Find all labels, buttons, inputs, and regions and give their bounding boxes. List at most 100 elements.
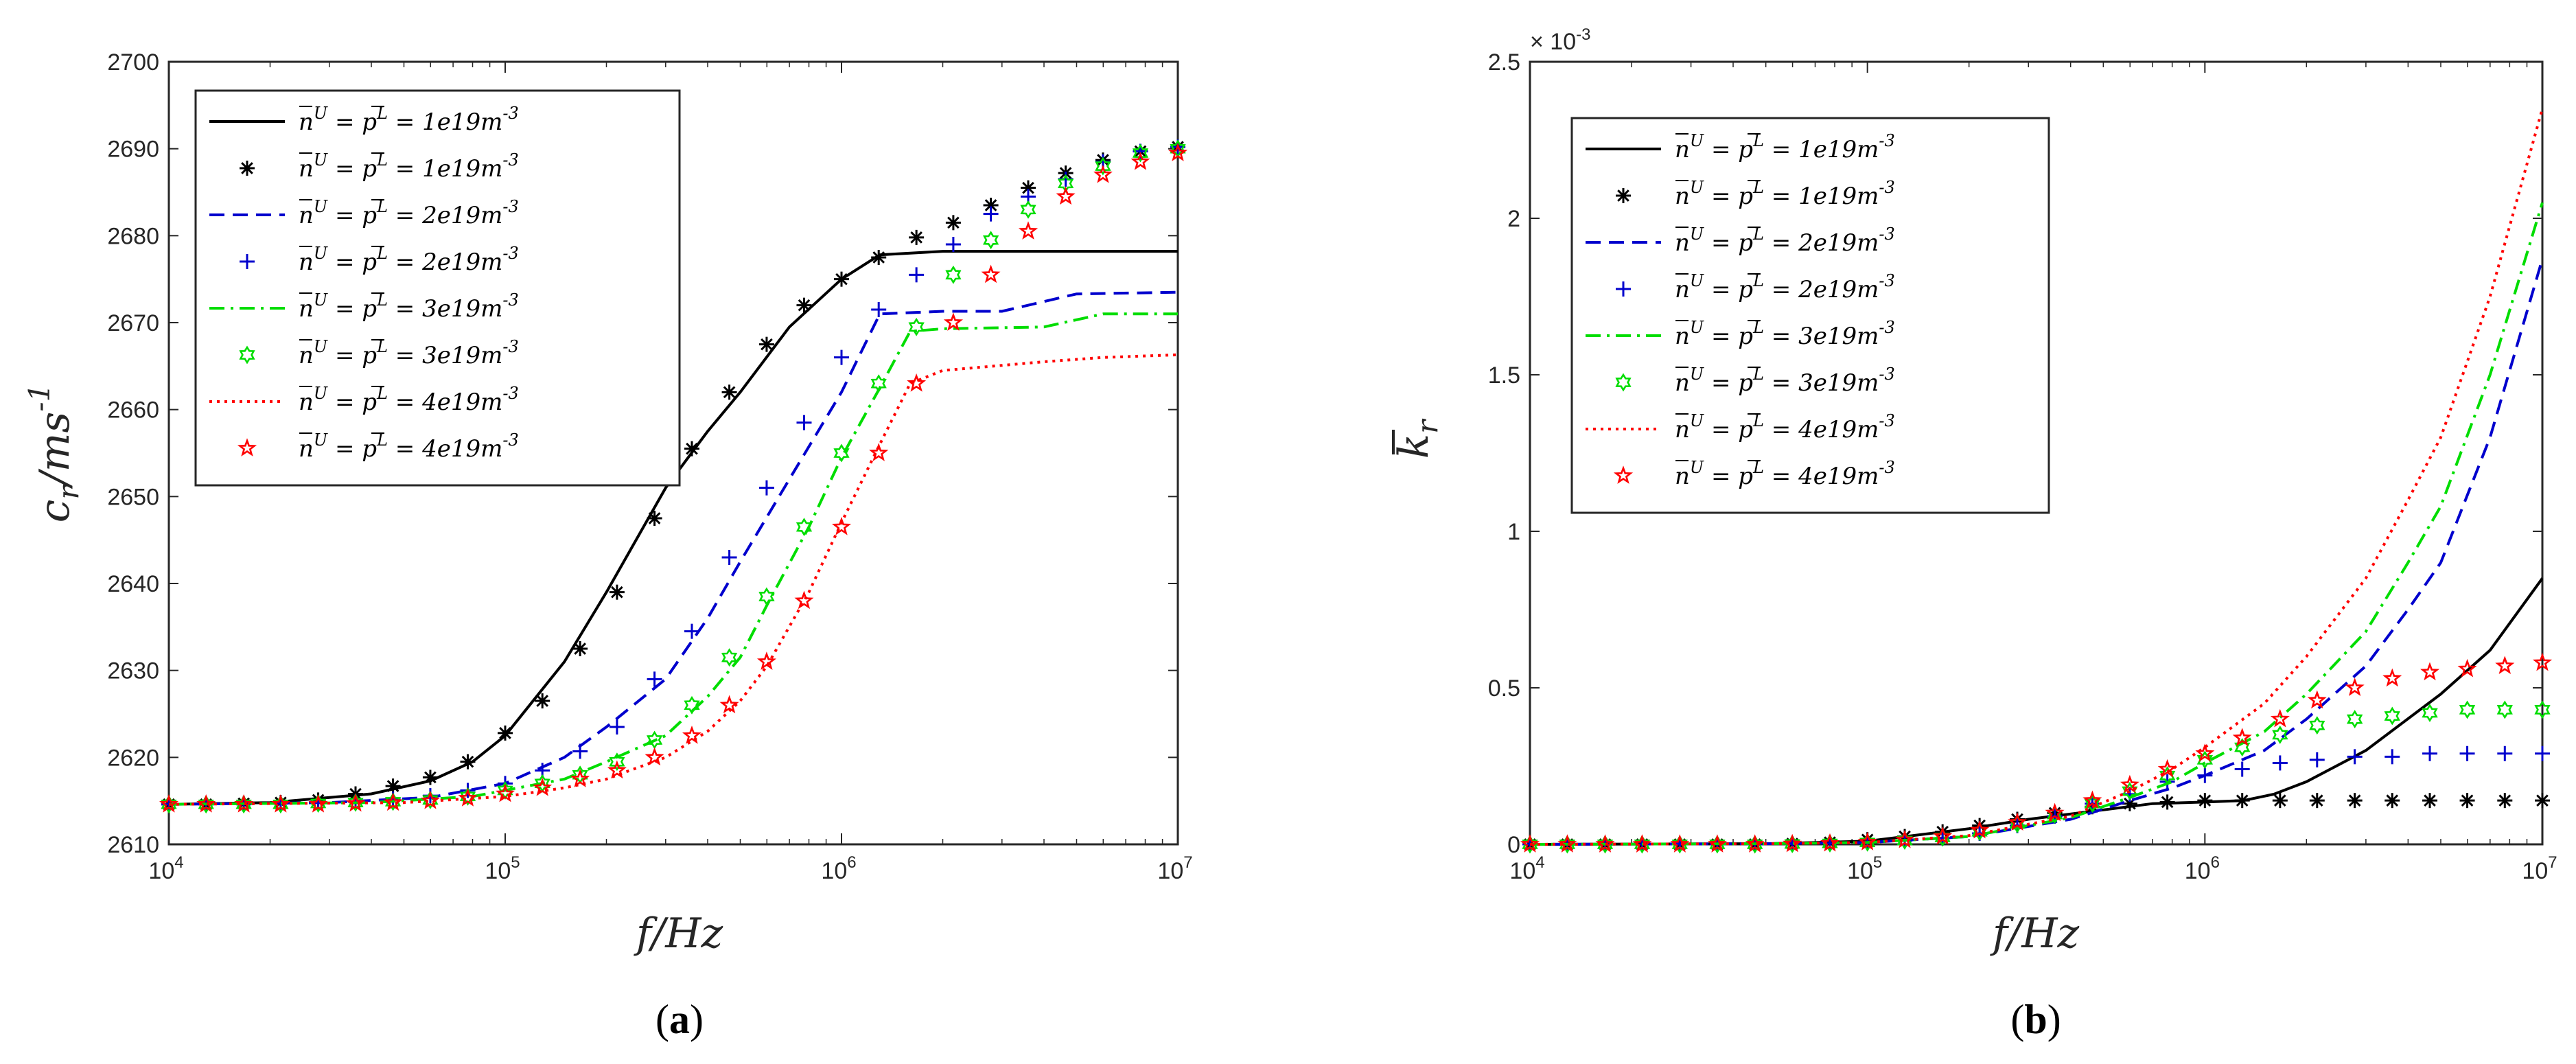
data-point	[684, 695, 700, 715]
data-point	[871, 250, 887, 265]
data-point	[1747, 835, 1763, 854]
legend-entry-0: nU = pL = 1e19m-3	[299, 104, 519, 136]
data-point	[1707, 834, 1727, 853]
data-point	[1559, 835, 1576, 854]
y-multiplier-b: × 10-3	[1530, 25, 1590, 55]
data-point	[422, 770, 438, 785]
data-point	[943, 312, 963, 331]
data-point	[2457, 658, 2477, 678]
data-point	[2532, 652, 2553, 671]
data-point	[2497, 793, 2513, 809]
data-point	[1822, 834, 1838, 853]
data-point	[1520, 834, 1540, 853]
data-point	[2232, 728, 2252, 746]
data-point	[385, 778, 401, 794]
data-point	[647, 671, 662, 687]
legend-a: nU = pL = 1e19m-3 nU = pL = 1e19m-3 nU = p…	[194, 89, 681, 487]
data-point	[609, 584, 625, 600]
svg-text:kr: kr	[1390, 418, 1444, 459]
data-point	[2197, 793, 2213, 809]
data-point	[570, 769, 590, 787]
panel-label-b: (b)	[2010, 997, 2061, 1042]
legend-entry-5: nU = pL = 3e19m-3	[1675, 365, 1895, 397]
data-point	[2045, 802, 2065, 822]
data-point	[270, 794, 290, 813]
legend-entry-7: nU = pL = 4e19m-3	[299, 430, 519, 463]
data-point	[758, 336, 774, 352]
series-markers-5	[161, 139, 1186, 814]
legend-entry-4: nU = pL = 3e19m-3	[1675, 318, 1895, 350]
data-point	[2234, 793, 2250, 809]
y-tick-label: 2700	[107, 49, 159, 76]
data-point	[1132, 143, 1149, 163]
legend-entry-0: nU = pL = 1e19m-3	[1675, 131, 1895, 163]
series-markers-7	[159, 143, 1188, 813]
data-point	[609, 719, 625, 735]
y-tick-label: 2.5	[1488, 49, 1520, 76]
data-point	[458, 788, 478, 807]
series-b	[1520, 108, 2553, 854]
x-ticks-a: 104 105 106 107	[148, 62, 1193, 884]
legend-entry-1: nU = pL = 1e19m-3	[299, 150, 519, 183]
data-point	[459, 787, 476, 806]
data-point	[2197, 767, 2213, 783]
data-point	[2234, 738, 2251, 757]
y-tick-label: 0.5	[1488, 675, 1520, 702]
data-point	[1597, 835, 1614, 854]
data-point	[159, 794, 179, 813]
data-point	[1130, 151, 1150, 170]
data-point	[1895, 829, 1915, 848]
data-point	[981, 264, 1001, 284]
legend-marker-3	[240, 254, 255, 269]
series-a	[159, 139, 1188, 814]
y-tick-label: 2630	[107, 658, 159, 684]
data-point	[2007, 812, 2028, 831]
x-tick-label: 106	[2185, 853, 2220, 884]
data-point	[2309, 752, 2325, 767]
data-point	[1168, 143, 1188, 161]
legend-marker-5	[239, 345, 255, 365]
y-tick-label: 0	[1507, 832, 1520, 858]
data-point	[2345, 678, 2365, 696]
data-point	[1093, 165, 1113, 183]
legend-marker-5	[1615, 373, 1632, 392]
y-tick-label: 2660	[107, 397, 159, 424]
legend-entry-3: nU = pL = 2e19m-3	[1675, 271, 1895, 303]
data-point	[794, 590, 814, 610]
y-tick-label: 2620	[107, 745, 159, 771]
data-point	[1522, 835, 1538, 854]
series-line-0	[168, 250, 1178, 806]
legend-marker-1	[240, 161, 255, 176]
data-point	[2272, 725, 2288, 744]
data-point	[684, 623, 699, 639]
data-point	[2384, 706, 2400, 726]
x-tick-label: 105	[485, 853, 520, 884]
data-point	[721, 550, 737, 565]
data-point	[1784, 835, 1800, 853]
data-point	[2459, 745, 2475, 761]
data-point	[161, 795, 177, 814]
data-point	[909, 267, 925, 283]
data-point	[535, 693, 550, 708]
y-tick-label: 2670	[107, 310, 159, 336]
data-point	[1933, 826, 1953, 845]
data-point	[2159, 766, 2176, 785]
legend-marker-7	[237, 438, 257, 456]
data-point	[498, 725, 513, 741]
series-line-2	[168, 290, 1179, 806]
data-point	[2309, 793, 2325, 809]
data-point	[347, 793, 364, 812]
data-point	[682, 725, 702, 744]
x-tick-label: 105	[1847, 853, 1882, 884]
data-point	[2459, 700, 2476, 719]
data-point	[422, 790, 439, 809]
data-point	[1595, 834, 1615, 853]
data-point	[2422, 793, 2438, 809]
data-point	[908, 317, 925, 336]
data-point	[721, 384, 737, 400]
legend-entry-5: nU = pL = 3e19m-3	[299, 337, 519, 369]
legend-entry-2: nU = pL = 2e19m-3	[299, 197, 519, 229]
data-point	[1857, 832, 1877, 851]
data-point	[647, 511, 662, 526]
